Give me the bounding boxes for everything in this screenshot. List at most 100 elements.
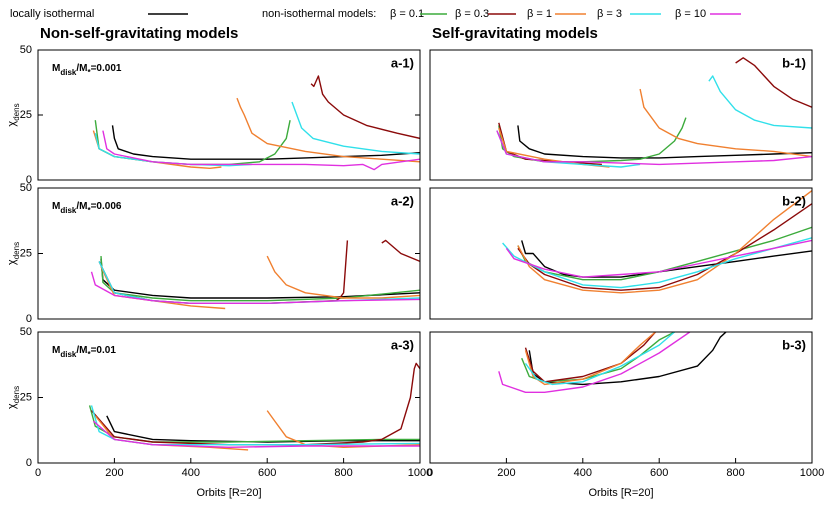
panel: 0 25 50 χdens a-2) Mdisk/M*=0.006 [6,182,421,325]
legend-label: β = 10 [675,8,706,20]
y-tick-label: 0 [26,174,32,186]
x-tick-label: 1000 [408,467,432,479]
panel-annotation-part: * [87,68,91,77]
panel-label: b-1) [782,55,806,70]
series-line [100,256,420,302]
panel: 0 25 50 χdens a-1) Mdisk/M*=0.001 [6,44,421,186]
y-axis-label-part: χ [6,403,18,409]
panel-annotation-part: disk [60,68,77,77]
legend-label: β = 0.3 [455,8,489,20]
series-line [90,362,420,446]
column-title: Non-self-gravitating models [40,25,238,42]
panel-frame [37,49,421,181]
panel-annotation-part: * [87,350,91,359]
x-axis-label: Orbits [R=20] [196,487,261,499]
x-tick-label: 800 [334,467,352,479]
legend-label: β = 1 [527,8,552,20]
panel: b-2) [429,187,813,320]
series-line [310,75,420,140]
y-axis-label-part: dens [12,103,21,120]
series-line [496,130,812,166]
y-axis-label-part: dens [12,386,21,403]
y-tick-label: 25 [20,391,32,403]
panel-annotation-part: * [87,206,91,215]
y-axis-label-part: χ [6,121,18,127]
panel-label: b-2) [782,193,806,208]
panel-annotation-part: M [52,345,60,356]
x-tick-label: 200 [105,467,123,479]
y-axis-label-part: χ [6,259,18,265]
x-tick-label: 0 [427,467,433,479]
panel: 0 200 400 600 800 1000 Orbits [R=20] b-3) [427,331,824,499]
y-axis-label: χdens [6,242,21,265]
legend-label: β = 3 [597,8,622,20]
series-line [498,117,687,163]
legend-title: non-isothermal models: [262,8,376,20]
y-tick-label: 0 [26,313,32,325]
y-axis-label: χdens [6,386,21,409]
panel-label: a-1) [391,55,414,70]
x-tick-label: 200 [497,467,515,479]
series-line [98,239,420,304]
y-tick-label: 25 [20,247,32,259]
series-line [498,57,812,166]
x-tick-label: 400 [182,467,200,479]
x-tick-label: 600 [650,467,668,479]
panel-annotation-part: /M [76,201,87,212]
y-tick-label: 50 [20,44,32,56]
x-axis-label: Orbits [R=20] [588,487,653,499]
panel-frame [429,49,813,181]
panel-annotation-part: disk [60,350,77,359]
panel-annotation: Mdisk/M*=0.01 [52,345,116,359]
panel-label: b-3) [782,337,806,352]
panel: b-1) [429,49,813,181]
series-line [517,190,812,294]
series-line [524,332,656,383]
y-tick-label: 50 [20,182,32,194]
panel-annotation-part: disk [60,206,77,215]
panel-annotation: Mdisk/M*=0.001 [52,63,122,77]
panel-annotation-part: M [52,201,60,212]
series-line [524,332,675,386]
series-line [92,97,420,169]
series-line [524,332,656,386]
y-tick-label: 0 [26,457,32,469]
panel-frame [37,187,421,320]
x-tick-label: 1000 [800,467,824,479]
series-line [517,125,812,159]
y-tick-label: 50 [20,326,32,338]
panel-annotation-part: /M [76,345,87,356]
series-line [100,258,420,299]
legend-label: locally isothermal [10,8,94,20]
y-axis-label: χdens [6,103,21,126]
panel: 0 25 50 0 200 400 600 800 1000 Orbits [R=20] χdens… [6,326,432,499]
panel-frame [429,331,813,464]
series-line [517,203,812,291]
series-line [106,415,420,443]
panel-frame [37,331,421,464]
series-line [90,405,420,446]
x-tick-label: 800 [726,467,744,479]
panel-label: a-2) [391,193,414,208]
series-line [92,420,420,448]
panel-annotation-part: =0.01 [91,345,117,356]
x-tick-label: 600 [258,467,276,479]
x-tick-label: 400 [574,467,592,479]
series-line [505,239,812,278]
panel-annotation-part: =0.006 [91,201,122,212]
series-line [502,237,812,289]
column-title: Self-gravitating models [432,25,598,42]
series-line [90,271,420,304]
series-line [517,226,812,281]
legend-label: β = 0.1 [390,8,424,20]
panel-label: a-3) [391,337,414,352]
x-tick-label: 0 [35,467,41,479]
panel-annotation-part: /M [76,63,87,74]
panel-annotation: Mdisk/M*=0.006 [52,201,122,215]
panel-frame [429,187,813,320]
panel-annotation-part: M [52,63,60,74]
y-axis-label-part: dens [12,242,21,259]
series-line [521,240,812,278]
